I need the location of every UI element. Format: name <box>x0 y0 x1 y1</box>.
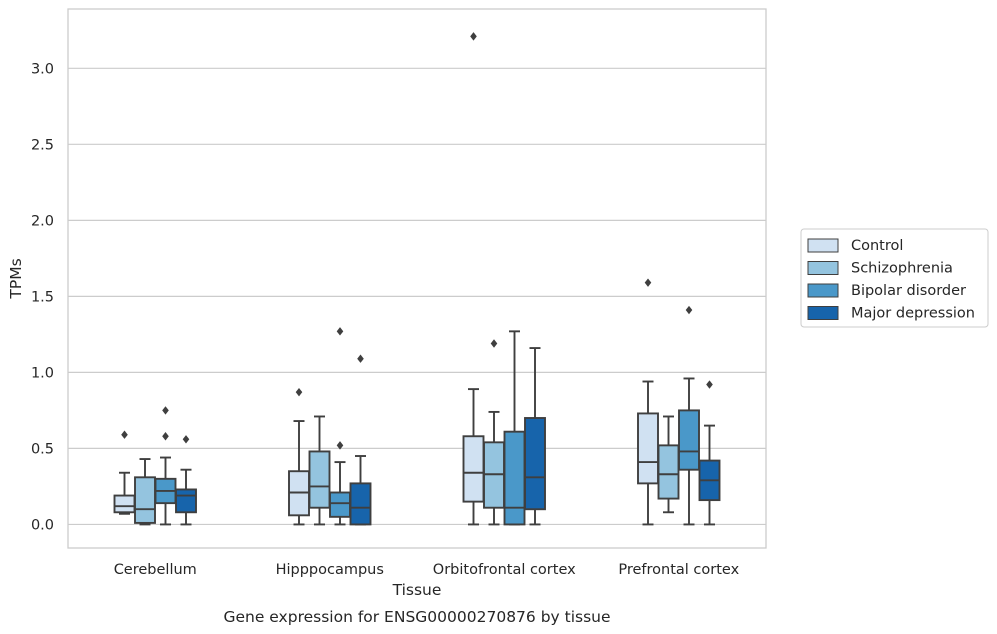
box-iqr <box>175 488 197 514</box>
legend: Control Schizophrenia Bipolar disorder Majo… <box>800 228 989 328</box>
x-tick-label: Prefrontal cortex <box>618 562 739 578</box>
outlier-point <box>685 305 693 315</box>
box-bipolar-disorder <box>678 305 700 526</box>
box-bipolar-disorder <box>154 406 177 526</box>
box-iqr <box>678 409 700 471</box>
box-bipolar-disorder <box>329 327 351 526</box>
box-iqr <box>329 491 351 518</box>
grid-lines <box>68 67 766 526</box>
y-tick-label: 0.0 <box>31 517 54 533</box>
outlier-point <box>470 32 477 41</box>
box-control <box>113 430 136 515</box>
x-axis-label: Tissue <box>392 581 442 599</box>
outlier-point <box>490 339 498 348</box>
outlier-point <box>336 441 344 450</box>
legend-frame <box>800 228 989 328</box>
box-major-depression <box>698 380 721 526</box>
y-tick-label: 2.5 <box>31 137 54 153</box>
box-iqr <box>113 494 136 514</box>
box-iqr <box>637 412 659 485</box>
outlier-point <box>706 380 713 389</box>
outlier-point <box>162 432 169 441</box>
box-iqr <box>134 476 156 524</box>
y-tick-label: 3.0 <box>31 61 54 77</box>
plot-area-frame <box>67 8 767 549</box>
box-iqr <box>349 482 372 526</box>
box-iqr <box>524 417 546 511</box>
outlier-point <box>336 327 344 336</box>
chart-caption: Gene expression for ENSG00000270876 by t… <box>223 608 610 626</box>
box-major-depression <box>524 347 546 526</box>
outlier-point <box>295 387 303 397</box>
x-tick-label: Orbitofrontal cortex <box>433 562 576 578</box>
box-iqr <box>462 435 485 503</box>
box-series <box>113 32 721 526</box>
box-major-depression <box>349 354 372 526</box>
x-tick-labels: Cerebellum Hipppocampus Orbitofrontal cort… <box>114 562 740 578</box>
legend-swatch <box>807 306 839 320</box>
x-tick-label: Cerebellum <box>114 562 197 578</box>
y-tick-label: 2.0 <box>31 213 54 229</box>
outlier-point <box>357 354 364 363</box>
legend-swatch <box>807 261 839 275</box>
y-axis-label: TPMs <box>7 258 25 299</box>
outlier-point <box>182 435 190 444</box>
x-tick-label: Hipppocampus <box>276 562 384 578</box>
box-iqr <box>308 450 331 509</box>
legend-label: Major depression <box>851 306 975 322</box>
box-bipolar-disorder <box>503 330 526 526</box>
legend-label: Schizophrenia <box>851 261 953 277</box>
box-schizophrenia <box>657 415 680 514</box>
box-control <box>462 32 485 526</box>
y-tick-labels: 0.0 0.5 1.0 1.5 2.0 2.5 3.0 <box>31 61 54 533</box>
outlier-point <box>644 278 652 287</box>
box-schizophrenia <box>308 415 331 526</box>
legend-swatch <box>807 238 839 253</box>
box-schizophrenia <box>483 339 505 526</box>
outlier-point <box>121 430 128 439</box>
box-iqr <box>503 430 526 526</box>
box-control <box>637 278 659 526</box>
legend-label: Control <box>851 238 903 254</box>
y-tick-label: 0.5 <box>31 441 54 457</box>
y-tick-label: 1.0 <box>31 365 54 381</box>
outlier-point <box>162 406 169 415</box>
y-tick-label: 1.5 <box>31 289 54 305</box>
box-control <box>288 387 310 526</box>
legend-label: Bipolar disorder <box>851 283 966 299</box>
box-iqr <box>657 444 680 500</box>
box-major-depression <box>175 435 197 526</box>
box-schizophrenia <box>134 458 156 526</box>
legend-swatch <box>807 283 839 298</box>
